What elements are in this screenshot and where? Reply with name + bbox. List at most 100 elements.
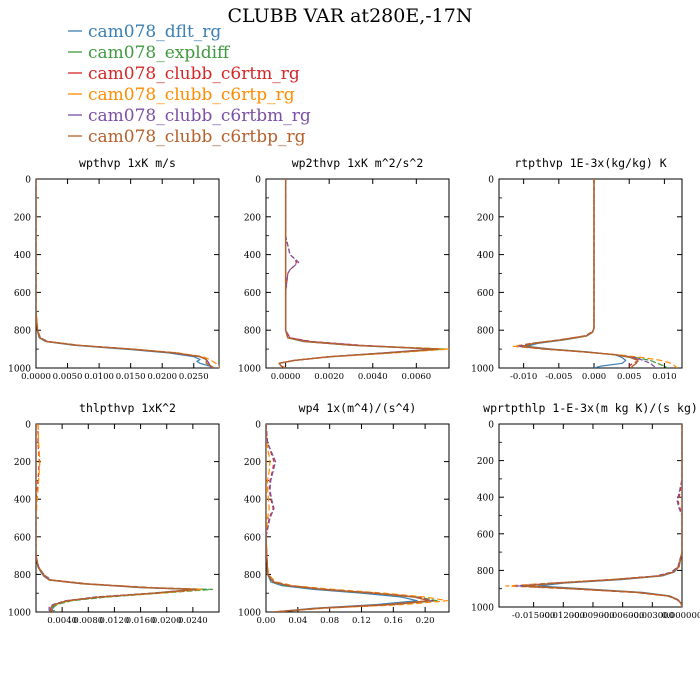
plot-frame xyxy=(265,423,450,613)
legend-label: cam078_clubb_c6rtm_rg xyxy=(88,64,300,84)
x-tick-label: 0.0020 xyxy=(314,372,344,382)
x-tick-label: 0.000 xyxy=(582,372,606,382)
y-tick-label: 200 xyxy=(244,213,261,223)
series-line-4 xyxy=(36,424,204,612)
legend-label: cam078_clubb_c6rtp_rg xyxy=(88,85,295,105)
x-tick-label: -0.006000 xyxy=(601,611,644,621)
x-tick-label: 0.0200 xyxy=(147,372,177,382)
series-line-6 xyxy=(266,424,430,612)
y-tick-label: 800 xyxy=(477,567,494,577)
panel-title: thlpthvp 1xK^2 xyxy=(79,401,176,415)
series-line-6 xyxy=(36,179,214,368)
y-tick-label: 0 xyxy=(25,176,31,186)
series-line-3 xyxy=(36,424,200,612)
series-line-4 xyxy=(278,179,449,368)
series-line-2 xyxy=(36,424,214,612)
series-line-2 xyxy=(278,179,446,368)
y-tick-label: 800 xyxy=(14,571,31,581)
series-line-3 xyxy=(518,424,682,607)
x-tick-label: 0.12 xyxy=(352,616,371,626)
x-tick-label: 0.0050 xyxy=(53,372,83,382)
x-tick-label: 0.0150 xyxy=(116,372,146,382)
legend-label: cam078_dflt_rg xyxy=(88,22,221,42)
x-tick-label: 0.010 xyxy=(652,372,676,382)
y-tick-label: 800 xyxy=(244,327,261,337)
y-tick-label: 0 xyxy=(488,176,494,186)
y-tick-label: 0 xyxy=(255,176,261,186)
x-tick-label: 0.000000 xyxy=(662,611,700,621)
x-tick-label: 0.00 xyxy=(257,616,276,626)
x-tick-label: 0.0000 xyxy=(21,372,51,382)
y-tick-label: 200 xyxy=(477,457,494,467)
series-line-5 xyxy=(36,179,214,368)
series-line-3 xyxy=(266,424,434,612)
x-tick-label: 0.0200 xyxy=(152,616,182,626)
y-tick-label: 0 xyxy=(25,421,31,431)
series-line-4 xyxy=(505,424,682,607)
series-line-5 xyxy=(517,179,658,368)
x-tick-label: -0.003000 xyxy=(631,611,674,621)
y-tick-label: 400 xyxy=(14,251,31,261)
y-tick-label: 1000 xyxy=(471,365,494,375)
series-line-4 xyxy=(266,424,448,612)
x-tick-label: -0.005 xyxy=(545,372,572,382)
series-group xyxy=(505,424,682,607)
x-tick-label: 0.0060 xyxy=(401,372,431,382)
panel-title: wp4 1x(m^4)/(s^4) xyxy=(299,401,417,415)
x-tick-label: 0.20 xyxy=(416,616,435,626)
plot-frame xyxy=(498,178,683,369)
y-tick-label: 400 xyxy=(477,494,494,504)
figure-title: CLUBB VAR at280E,-17N xyxy=(228,5,473,27)
series-line-1 xyxy=(526,179,627,368)
y-tick-label: 400 xyxy=(477,251,494,261)
x-tick-label: 0.0160 xyxy=(126,616,156,626)
y-tick-label: 1000 xyxy=(471,604,494,614)
legend-label: cam078_clubb_c6rtbm_rg xyxy=(88,106,311,126)
y-tick-label: 200 xyxy=(14,213,31,223)
plot-frame xyxy=(35,178,220,369)
y-tick-label: 600 xyxy=(477,289,494,299)
x-tick-label: -0.015000 xyxy=(512,611,555,621)
x-tick-label: 0.0040 xyxy=(47,616,77,626)
y-tick-label: 200 xyxy=(244,458,261,468)
x-tick-label: -0.009000 xyxy=(571,611,614,621)
y-tick-label: 1000 xyxy=(8,365,31,375)
y-tick-label: 600 xyxy=(477,530,494,540)
y-tick-label: 600 xyxy=(244,533,261,543)
panel-title: rtpthvp 1E-3x(kg/kg) K xyxy=(514,156,666,170)
series-line-3 xyxy=(519,179,641,368)
x-tick-label: 0.0240 xyxy=(178,616,208,626)
series-group xyxy=(278,179,449,368)
y-tick-label: 800 xyxy=(477,327,494,337)
panel-title: wpthvp 1xK m/s xyxy=(79,156,176,170)
series-group xyxy=(36,424,214,612)
panel-4: thlpthvp 1xK^2020040060080010000.00400.0… xyxy=(8,401,220,626)
x-tick-label: 0.04 xyxy=(288,616,307,626)
series-line-3 xyxy=(278,179,435,368)
series-group xyxy=(512,179,678,368)
panel-title: wp2thvp 1xK m^2/s^2 xyxy=(292,156,424,170)
y-tick-label: 400 xyxy=(14,496,31,506)
x-tick-label: 0.0120 xyxy=(100,616,130,626)
series-line-2 xyxy=(521,424,682,607)
panel-title: wprtpthlp 1-E-3x(m kg K)/(s kg) xyxy=(483,401,698,415)
legend-label: cam078_clubb_c6rtbp_rg xyxy=(88,127,306,147)
series-line-6 xyxy=(36,424,197,612)
y-tick-label: 1000 xyxy=(238,609,261,619)
x-tick-label: 0.0080 xyxy=(73,616,103,626)
plot-frame xyxy=(498,423,683,608)
panel-6: wprtpthlp 1-E-3x(m kg K)/(s kg) 0 200 400 60… xyxy=(471,401,700,621)
y-tick-label: 400 xyxy=(244,496,261,506)
series-line-2 xyxy=(522,179,669,368)
legend-label: cam078_expldiff xyxy=(88,43,231,63)
y-tick-label: 400 xyxy=(244,251,261,261)
x-tick-label: 0.005 xyxy=(617,372,641,382)
x-tick-label: 0.0250 xyxy=(179,372,209,382)
series-group xyxy=(266,424,448,612)
y-tick-label: 200 xyxy=(477,213,494,223)
series-line-2 xyxy=(36,179,214,368)
